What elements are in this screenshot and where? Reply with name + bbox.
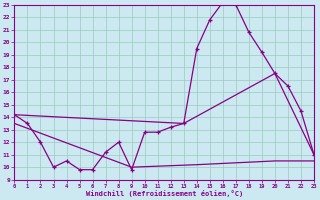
X-axis label: Windchill (Refroidissement éolien,°C): Windchill (Refroidissement éolien,°C) — [85, 190, 243, 197]
